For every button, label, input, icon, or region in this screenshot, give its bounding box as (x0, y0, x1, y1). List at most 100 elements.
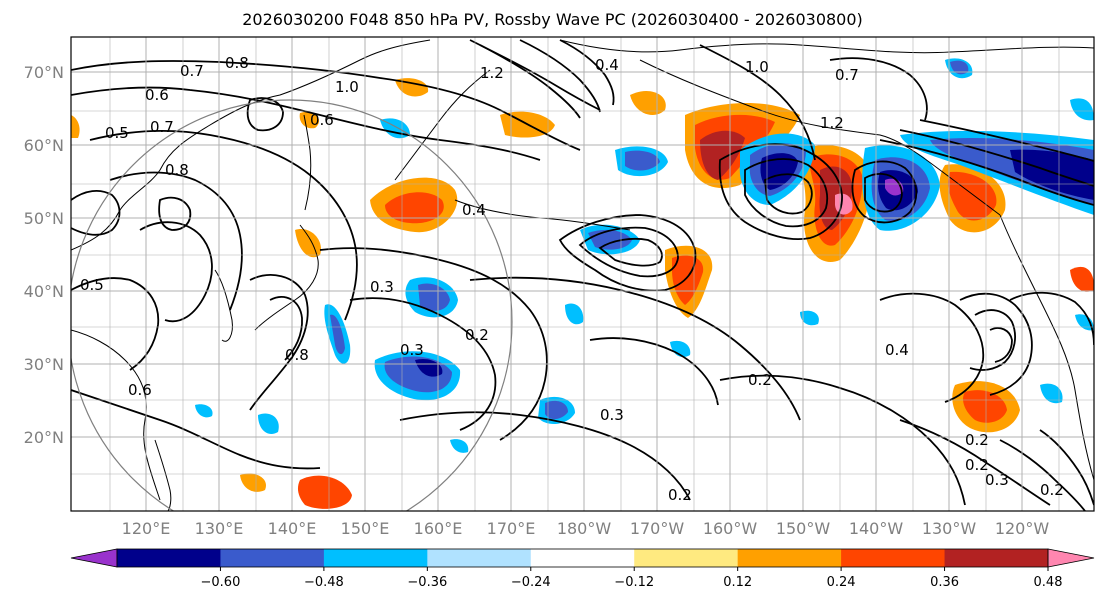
colorbar-swatch (1047, 548, 1095, 568)
lon-tick-label: 160°W (703, 519, 758, 538)
lon-tick-label: 140°W (849, 519, 904, 538)
colorbar-swatch (841, 549, 946, 567)
contour-label: 0.2 (465, 326, 489, 344)
coast-kamchatka (394, 69, 491, 181)
lon-tick-label: 120°E (122, 519, 171, 538)
shade-neg-2b (418, 283, 450, 311)
shade-neg-20 (450, 439, 469, 453)
contour-37 (999, 439, 1086, 511)
shade-neg-17 (1075, 314, 1094, 331)
map-frame (70, 36, 1095, 512)
shade-neg-19 (195, 404, 213, 418)
contour-label: 0.6 (128, 381, 152, 399)
contour-label: 1.0 (745, 58, 769, 76)
contour-labels: 0.7 0.8 0.6 0.5 0.7 1.0 1.2 0.4 0.6 0.3 … (80, 54, 1064, 504)
shade-pos-11 (1070, 266, 1094, 292)
contour-36 (899, 419, 1051, 506)
contour-5 (139, 221, 213, 323)
colorbar-swatch (117, 549, 221, 567)
contour-label: 0.7 (835, 66, 859, 84)
contour-label: 0.4 (885, 341, 909, 359)
contour-label: 1.2 (480, 64, 504, 82)
colorbar-swatch (530, 549, 635, 567)
contour-29 (919, 119, 1094, 162)
contour-6 (71, 277, 160, 371)
colorbar-tick-label: −0.12 (614, 575, 654, 590)
colorbar-frame (116, 548, 1049, 568)
shade-neg-8b (950, 60, 969, 75)
shade-pos-13 (240, 473, 266, 492)
contour-24 (764, 173, 813, 215)
colorbar: −0.60 −0.48 −0.36 −0.24 −0.12 0.12 0.24 0.36 0.4… (70, 548, 1095, 590)
lon-axis: 120°E 130°E 140°E 150°E 160°E 170°E 180°… (122, 519, 1050, 538)
lon-tick-label: 170°E (487, 519, 536, 538)
colorbar-tick-label: 0.48 (1034, 575, 1063, 590)
lon-tick-label: 120°W (995, 519, 1050, 538)
contour-label: 0.3 (400, 341, 424, 359)
contour-30 (879, 292, 985, 403)
colorbar-tick-label: −0.60 (201, 575, 241, 590)
coast-china (71, 329, 161, 501)
contour-33 (989, 327, 1013, 363)
colorbar-swatch (323, 549, 428, 567)
contour-label: 0.5 (80, 276, 104, 294)
shade-neg-15 (258, 413, 279, 435)
colorbar-tick-label: 0.12 (723, 575, 752, 590)
contour-21 (699, 44, 816, 161)
shade-neg-1c (415, 358, 443, 377)
contour-label: 0.3 (370, 278, 394, 296)
contour-label: 0.3 (985, 471, 1009, 489)
contour-19 (519, 39, 601, 113)
lon-tick-label: 170°W (630, 519, 685, 538)
contour-label: 0.2 (1040, 481, 1064, 499)
shade-neg-6c (1010, 149, 1094, 200)
contour-label: 0.7 (150, 118, 174, 136)
contour-15 (578, 226, 679, 278)
contour-12 (399, 411, 691, 501)
contour-label: 0.6 (310, 111, 334, 129)
lat-tick-label: 60°N (24, 136, 64, 155)
colorbar-swatches (70, 548, 1095, 568)
contour-32 (969, 309, 1016, 371)
contour-label: 0.5 (105, 124, 129, 142)
colorbar-tick-label: −0.24 (511, 575, 551, 590)
contour-1 (71, 60, 581, 151)
contour-18 (479, 44, 581, 119)
shade-neg-13 (1040, 383, 1063, 404)
colorbar-tick-label: 0.24 (827, 575, 856, 590)
contour-label: 0.7 (180, 62, 204, 80)
contour-34 (1009, 291, 1094, 346)
colorbar-tick-label: −0.48 (304, 575, 344, 590)
colorbar-swatch (634, 549, 739, 567)
lat-tick-label: 20°N (24, 428, 64, 447)
shade-pos-10 (395, 78, 429, 97)
lon-tick-label: 150°W (776, 519, 831, 538)
colorbar-ticks: −0.60 −0.48 −0.36 −0.24 −0.12 0.12 0.24 0.36 0.4… (201, 567, 1063, 590)
shade-pos-14 (71, 115, 80, 138)
shade-neg-3b (545, 400, 568, 420)
contour-label: 0.2 (965, 431, 989, 449)
colorbar-swatch (220, 549, 325, 567)
lon-tick-label: 140°E (268, 519, 317, 538)
lon-tick-label: 130°E (195, 519, 244, 538)
coast-arctic (559, 39, 1094, 54)
contour-2 (71, 86, 541, 161)
coast-japan (254, 224, 319, 331)
contour-31 (959, 292, 1033, 396)
contour-3 (89, 129, 358, 321)
contour-label: 0.2 (748, 371, 772, 389)
contour-10 (319, 247, 548, 441)
coast-alaska (639, 59, 1001, 216)
coast-korea (214, 269, 233, 342)
shade-pos-7b (963, 390, 1007, 423)
contour-26 (864, 173, 903, 213)
contour-11 (349, 297, 497, 431)
contour-label: 0.2 (668, 486, 692, 504)
colorbar-swatch (944, 549, 1049, 567)
contour-label: 0.8 (285, 346, 309, 364)
coast-philippines (154, 439, 172, 511)
contour-label: 1.0 (335, 78, 359, 96)
map-panel (71, 37, 1094, 511)
pv-contours (71, 39, 1094, 511)
